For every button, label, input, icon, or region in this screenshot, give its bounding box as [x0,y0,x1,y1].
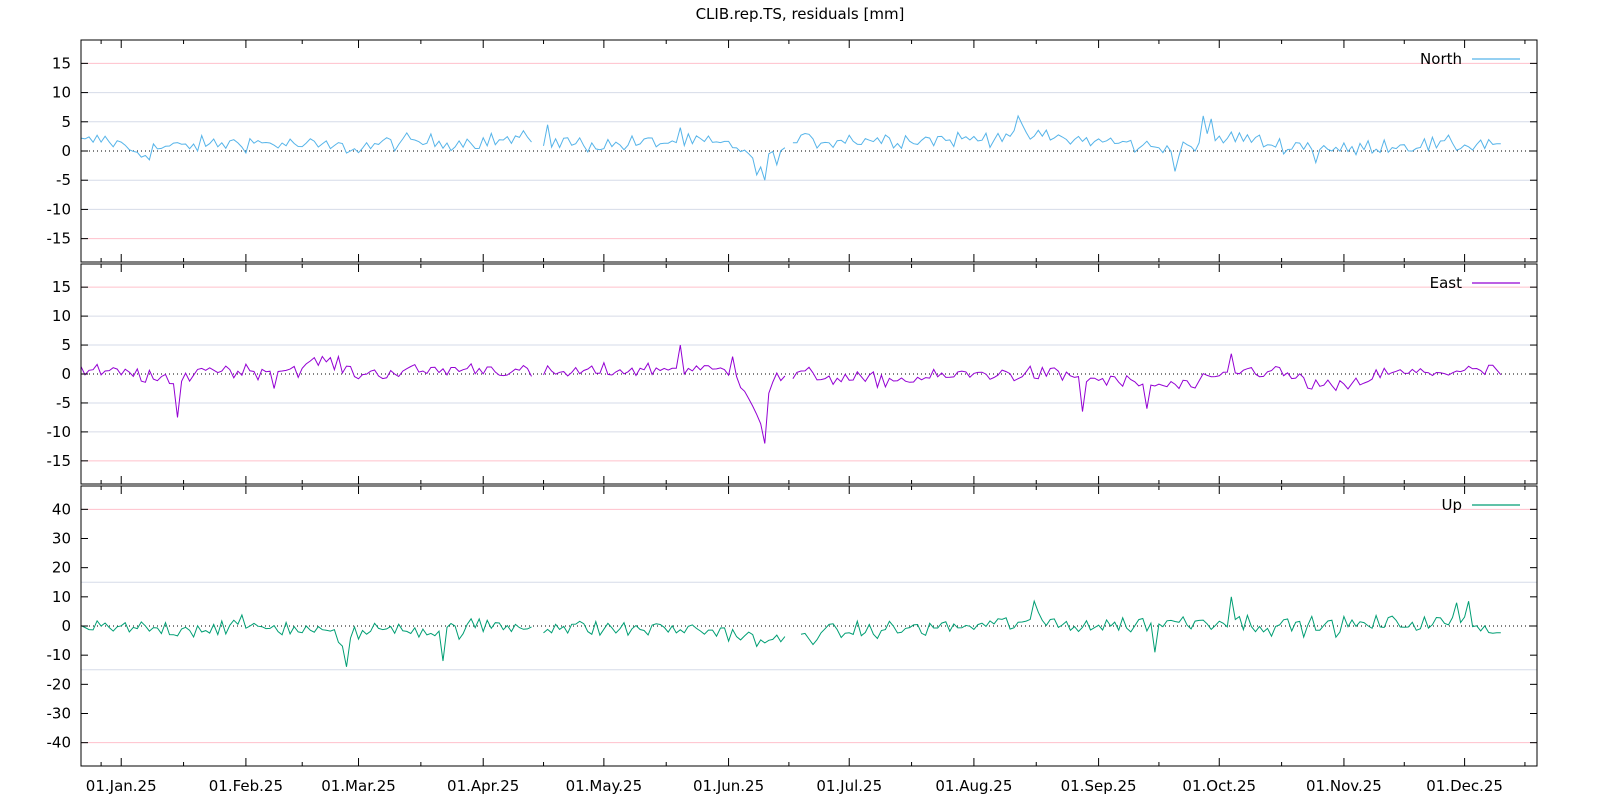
x-tick-label: 01.Jun.25 [693,777,764,795]
y-tick-label: -30 [47,705,72,723]
series-line-east [80,354,532,418]
y-tick-label: -5 [56,171,71,189]
x-tick-label: 01.Oct.25 [1182,777,1256,795]
y-tick-label: -40 [47,734,72,752]
x-tick-label: 01.Jan.25 [86,777,157,795]
y-tick-label: 5 [61,113,71,131]
series-line-east [543,345,786,444]
y-tick-label: -15 [47,230,72,248]
series-line-up [543,619,786,648]
y-tick-label: -5 [56,394,71,412]
panel-north: -15 -10 -5 0 5 10 15 North [47,39,1538,263]
x-tick-label: 01.Apr.25 [447,777,519,795]
y-tick-label: -10 [47,200,72,218]
legend-label-north: North [1420,50,1462,68]
y-tick-label: -10 [47,423,72,441]
y-tick-label: 15 [52,278,71,296]
x-tick-label: 01.Sep.25 [1061,777,1137,795]
series-line-north [80,129,532,161]
legend-label-east: East [1430,274,1462,292]
series-line-up [80,613,532,667]
series-line-east [792,353,1502,412]
chart-title: CLIB.rep.TS, residuals [mm] [696,5,905,23]
y-tick-label: 10 [52,307,71,325]
y-tick-label: 15 [52,54,71,72]
panel-east: -15 -10 -5 0 5 10 15 East [47,263,1538,485]
x-tick-label: 01.Nov.25 [1306,777,1382,795]
chart-panels: -15 -10 -5 0 5 10 15 North -15 -10 -5 0 5 10 15 East -40… [47,39,1538,795]
x-tick-label: 01.Dec.25 [1426,777,1503,795]
y-tick-label: 20 [52,559,71,577]
y-tick-label: 0 [61,142,71,160]
series-line-north [792,114,1501,172]
x-tick-label: 01.May.25 [566,777,643,795]
x-tick-label: 01.Aug.25 [935,777,1012,795]
y-tick-label: -15 [47,452,72,470]
y-tick-label: 0 [61,617,71,635]
x-tick-label: 01.Feb.25 [209,777,283,795]
series-line-up [800,596,1501,653]
panel-up: -40 -30 -20 -10 0 10 20 30 40 Up [47,485,1538,767]
y-tick-label: -20 [47,675,72,693]
y-tick-label: 0 [61,365,71,383]
y-tick-label: 30 [52,530,71,548]
legend-label-up: Up [1441,496,1462,514]
x-tick-label: 01.Mar.25 [321,777,396,795]
x-axis-labels: 01.Jan.25 01.Feb.25 01.Mar.25 01.Apr.25 01.M… [86,777,1503,795]
x-tick-label: 01.Jul.25 [816,777,882,795]
y-tick-label: 40 [52,500,71,518]
series-line-north [543,124,786,181]
y-tick-label: 10 [52,84,71,102]
y-tick-label: 5 [61,336,71,354]
y-tick-label: 10 [52,588,71,606]
y-tick-label: -10 [47,646,72,664]
